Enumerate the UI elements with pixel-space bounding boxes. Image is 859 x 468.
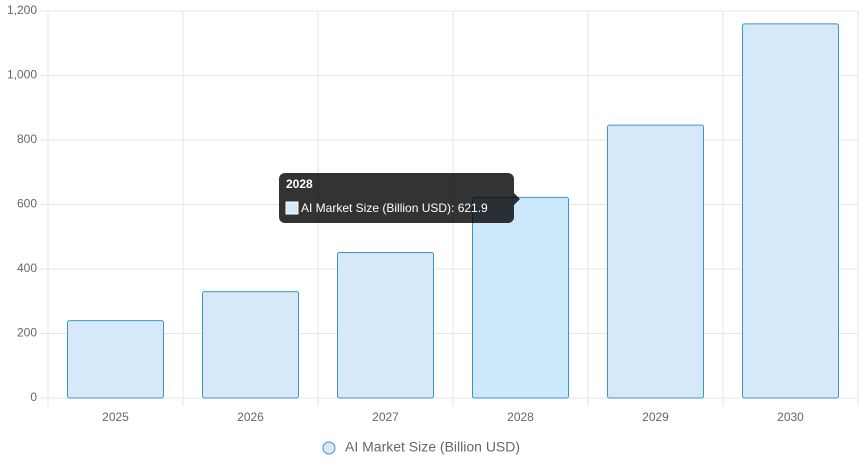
legend-marker: [322, 441, 336, 455]
tooltip: 2028 AI Market Size (Billion USD): 621.9: [279, 173, 520, 223]
bar: [337, 252, 434, 399]
bar: [202, 291, 299, 399]
x-tick-label: 2029: [642, 410, 669, 424]
tooltip-swatch: [285, 201, 299, 215]
y-tick-label: 200: [17, 326, 37, 340]
tooltip-title: 2028: [286, 177, 313, 191]
y-tick-label: 600: [17, 197, 37, 211]
x-tick-label: 2025: [102, 410, 129, 424]
bar: [607, 124, 704, 399]
y-tick-label: 1,200: [7, 3, 37, 17]
y-tick-label: 0: [30, 390, 37, 404]
x-tick-label: 2026: [237, 410, 264, 424]
legend-label: AI Market Size (Billion USD): [345, 439, 520, 455]
bar: [472, 196, 569, 399]
x-tick-label: 2030: [777, 410, 804, 424]
tooltip-box: [279, 173, 520, 223]
y-tick-label: 800: [17, 132, 37, 146]
x-tick-label: 2028: [507, 410, 534, 424]
x-tick-label: 2027: [372, 410, 399, 424]
y-tick-label: 400: [17, 261, 37, 275]
bar: [742, 23, 839, 399]
tooltip-label: AI Market Size (Billion USD): 621.9: [301, 201, 488, 215]
y-tick-label: 1,000: [7, 68, 37, 82]
bar: [67, 320, 164, 399]
